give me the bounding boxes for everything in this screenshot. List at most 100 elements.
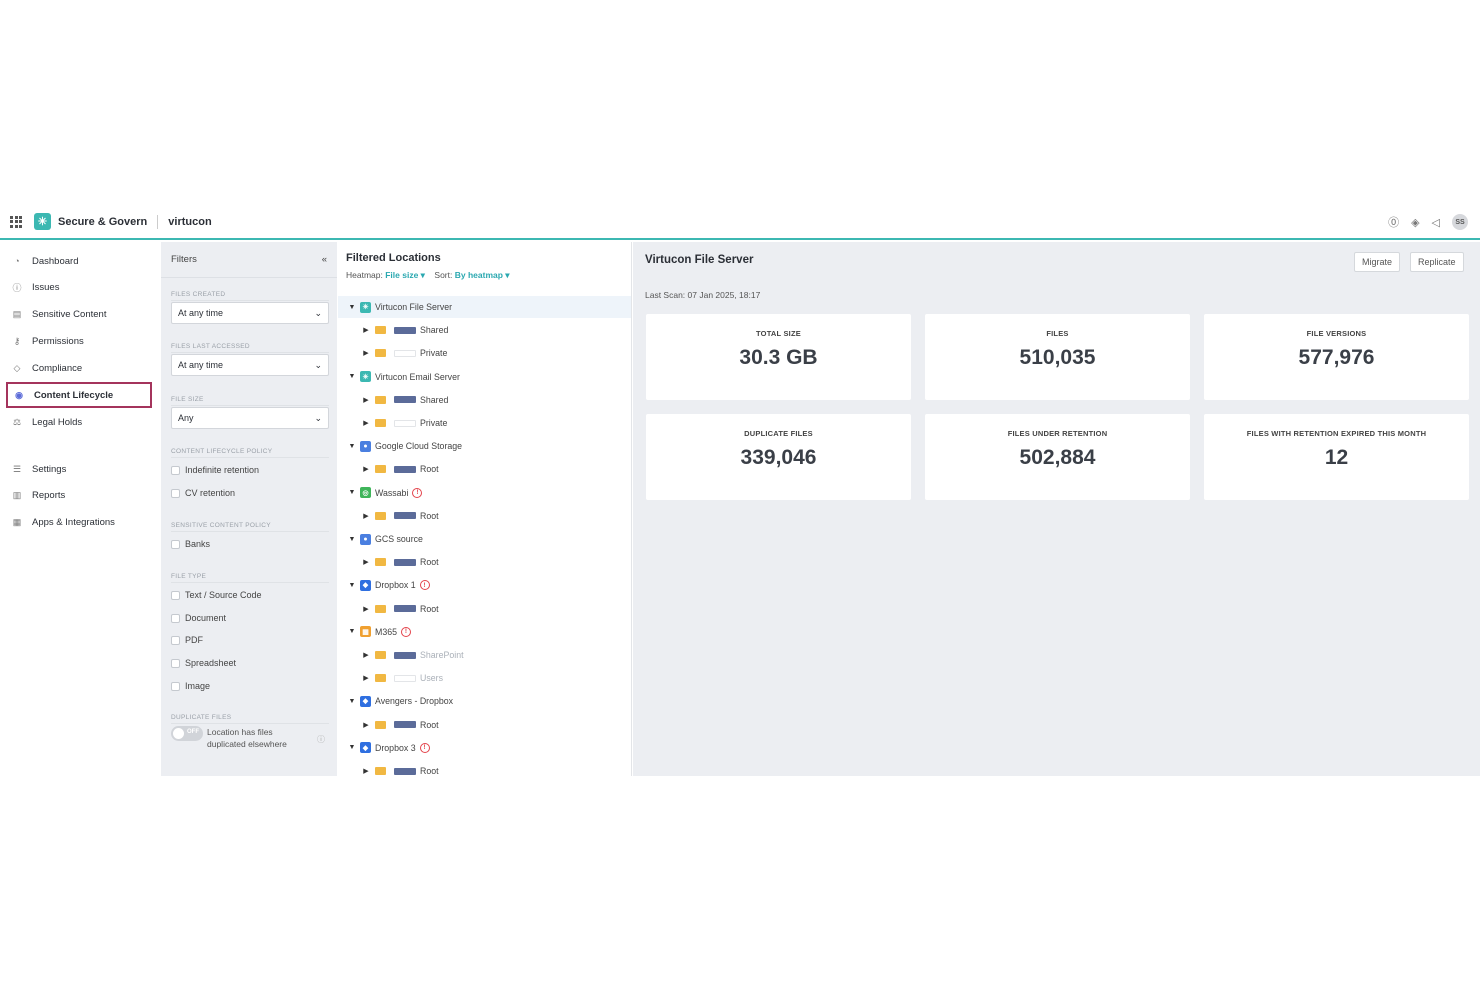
folder-row[interactable]: ▶ Root: [338, 505, 631, 527]
location-row[interactable]: ▼ ✳ Virtucon File Server: [338, 296, 631, 318]
location-row[interactable]: ▼ ◆ Dropbox 3!: [338, 737, 631, 759]
expand-arrow-icon[interactable]: ▶: [363, 559, 369, 567]
server-icon: ✳: [360, 371, 371, 383]
expand-arrow-icon[interactable]: ▶: [363, 605, 369, 613]
checkbox[interactable]: [171, 681, 180, 691]
checkbox[interactable]: [171, 658, 180, 668]
checkbox[interactable]: [171, 590, 180, 600]
expand-arrow-icon[interactable]: ▼: [348, 535, 356, 543]
files-last-accessed-select[interactable]: At any time ⌄: [171, 354, 329, 376]
folder-row[interactable]: ▶ Private: [338, 412, 631, 434]
location-row[interactable]: ▼ ◆ Avengers - Dropbox: [338, 690, 631, 712]
expand-arrow-icon[interactable]: ▶: [363, 721, 369, 729]
folder-row[interactable]: ▶ Root: [338, 598, 631, 620]
size-heat-bar: [394, 349, 416, 357]
expand-arrow-icon[interactable]: ▶: [363, 327, 369, 335]
location-row[interactable]: ▼ ▦ M365!: [338, 621, 631, 643]
info-icon[interactable]: ⓘ: [317, 735, 325, 744]
folder-row[interactable]: ▶ Private: [338, 342, 631, 364]
checkbox[interactable]: [171, 613, 180, 623]
checkbox-spreadsheet[interactable]: Spreadsheet: [171, 658, 236, 668]
checkbox-banks[interactable]: Banks: [171, 539, 210, 549]
checkbox-indefinite-retention[interactable]: Indefinite retention: [171, 465, 259, 475]
expand-arrow-icon[interactable]: ▶: [363, 466, 369, 474]
checkbox[interactable]: [171, 539, 180, 549]
sidebar-item-issues[interactable]: ⓘ Issues: [6, 274, 152, 300]
sidebar-item-reports[interactable]: ▥ Reports: [6, 482, 152, 508]
expand-arrow-icon[interactable]: ▼: [348, 628, 356, 636]
warning-icon: !: [412, 487, 423, 498]
sidebar-item-sensitive-content[interactable]: ▤ Sensitive Content: [6, 301, 152, 327]
files-created-select[interactable]: At any time ⌄: [171, 302, 329, 324]
sidebar-item-permissions[interactable]: ⚷ Permissions: [6, 328, 152, 354]
expand-arrow-icon[interactable]: ▼: [348, 303, 356, 311]
expand-arrow-icon[interactable]: ▶: [363, 420, 369, 427]
folder-label: Root: [420, 603, 439, 614]
avatar[interactable]: SS: [1452, 214, 1468, 230]
checkbox[interactable]: [171, 488, 180, 498]
checkbox-label: Banks: [185, 539, 211, 549]
sidebar-item-apps[interactable]: ▦ Apps & Integrations: [6, 509, 152, 535]
layers-icon[interactable]: ◈: [1411, 216, 1420, 229]
checkbox[interactable]: [171, 465, 180, 475]
sidebar-item-dashboard[interactable]: ◔ Dashboard: [6, 248, 152, 274]
location-row[interactable]: ▼ ● Google Cloud Storage: [338, 435, 631, 457]
checkbox-label: Indefinite retention: [185, 465, 260, 475]
sidebar-item-compliance[interactable]: ◇ Compliance: [6, 355, 152, 381]
expand-arrow-icon[interactable]: ▶: [363, 396, 369, 404]
sidebar-item-content-lifecycle[interactable]: ◉ Content Lifecycle: [6, 382, 152, 408]
expand-arrow-icon[interactable]: ▼: [348, 489, 356, 497]
sort-dropdown[interactable]: By heatmap ▾: [454, 270, 510, 280]
checkbox-text-source-code[interactable]: Text / Source Code: [171, 590, 262, 600]
expand-arrow-icon[interactable]: ▶: [363, 652, 369, 659]
location-row[interactable]: ▼ ● GCS source: [338, 528, 631, 550]
folder-row[interactable]: ▶ Shared: [338, 319, 631, 341]
sidebar-item-label: Reports: [32, 489, 66, 501]
folder-row[interactable]: ▶ Shared: [338, 389, 631, 411]
folder-row[interactable]: ▶ Users: [338, 667, 631, 689]
collapse-icon[interactable]: «: [321, 254, 327, 265]
app-launcher-icon[interactable]: [10, 215, 22, 228]
expand-arrow-icon[interactable]: ▼: [348, 581, 356, 589]
folder-row[interactable]: ▶ Root: [338, 551, 631, 573]
location-label: GCS source: [375, 534, 423, 544]
gavel-icon: ⚖: [12, 416, 22, 427]
checkbox-image[interactable]: Image: [171, 681, 210, 691]
checkbox[interactable]: [171, 635, 180, 645]
dashboard-icon: ◔: [14, 256, 20, 266]
expand-arrow-icon[interactable]: ▼: [348, 373, 356, 381]
expand-arrow-icon[interactable]: ▶: [363, 675, 369, 683]
folder-row[interactable]: ▶ Root: [338, 458, 631, 480]
announcement-icon[interactable]: ◁: [1431, 216, 1440, 229]
folder-row[interactable]: ▶ SharePoint: [338, 644, 631, 666]
location-row[interactable]: ▼ ◎ Wassabi!: [338, 482, 631, 504]
folder-row[interactable]: ▶ Root: [338, 760, 631, 782]
size-heat-bar: [394, 674, 416, 682]
checkbox-pdf[interactable]: PDF: [171, 635, 203, 645]
folder-row[interactable]: ▶ Root: [338, 714, 631, 736]
checkbox-cv-retention[interactable]: CV retention: [171, 488, 235, 498]
location-row[interactable]: ▼ ◆ Dropbox 1!: [338, 574, 631, 596]
sliders-icon: ☰: [12, 463, 22, 474]
expand-arrow-icon[interactable]: ▼: [348, 744, 356, 752]
expand-arrow-icon[interactable]: ▶: [363, 350, 369, 358]
duplicate-files-toggle[interactable]: OFF: [171, 726, 203, 741]
file-size-select[interactable]: Any ⌄: [171, 407, 329, 429]
folder-label: Root: [420, 719, 439, 730]
expand-arrow-icon[interactable]: ▼: [348, 697, 356, 705]
sidebar-item-label: Content Lifecycle: [34, 389, 114, 401]
help-icon[interactable]: ⓪: [1388, 217, 1400, 229]
heatmap-value: File size: [385, 270, 419, 280]
heatmap-dropdown[interactable]: File size ▾: [385, 270, 425, 280]
expand-arrow-icon[interactable]: ▶: [363, 512, 369, 520]
expand-arrow-icon[interactable]: ▼: [348, 442, 356, 450]
replicate-button[interactable]: Replicate: [1410, 252, 1464, 272]
location-row[interactable]: ▼ ✳ Virtucon Email Server: [338, 366, 631, 388]
migrate-button[interactable]: Migrate: [1354, 252, 1401, 272]
sort-value: By heatmap: [454, 270, 503, 280]
server-icon: ✳: [360, 301, 371, 313]
checkbox-document[interactable]: Document: [171, 613, 226, 623]
sidebar-item-settings[interactable]: ☰ Settings: [6, 456, 152, 482]
expand-arrow-icon[interactable]: ▶: [363, 768, 369, 775]
sidebar-item-legal-holds[interactable]: ⚖ Legal Holds: [6, 409, 152, 435]
